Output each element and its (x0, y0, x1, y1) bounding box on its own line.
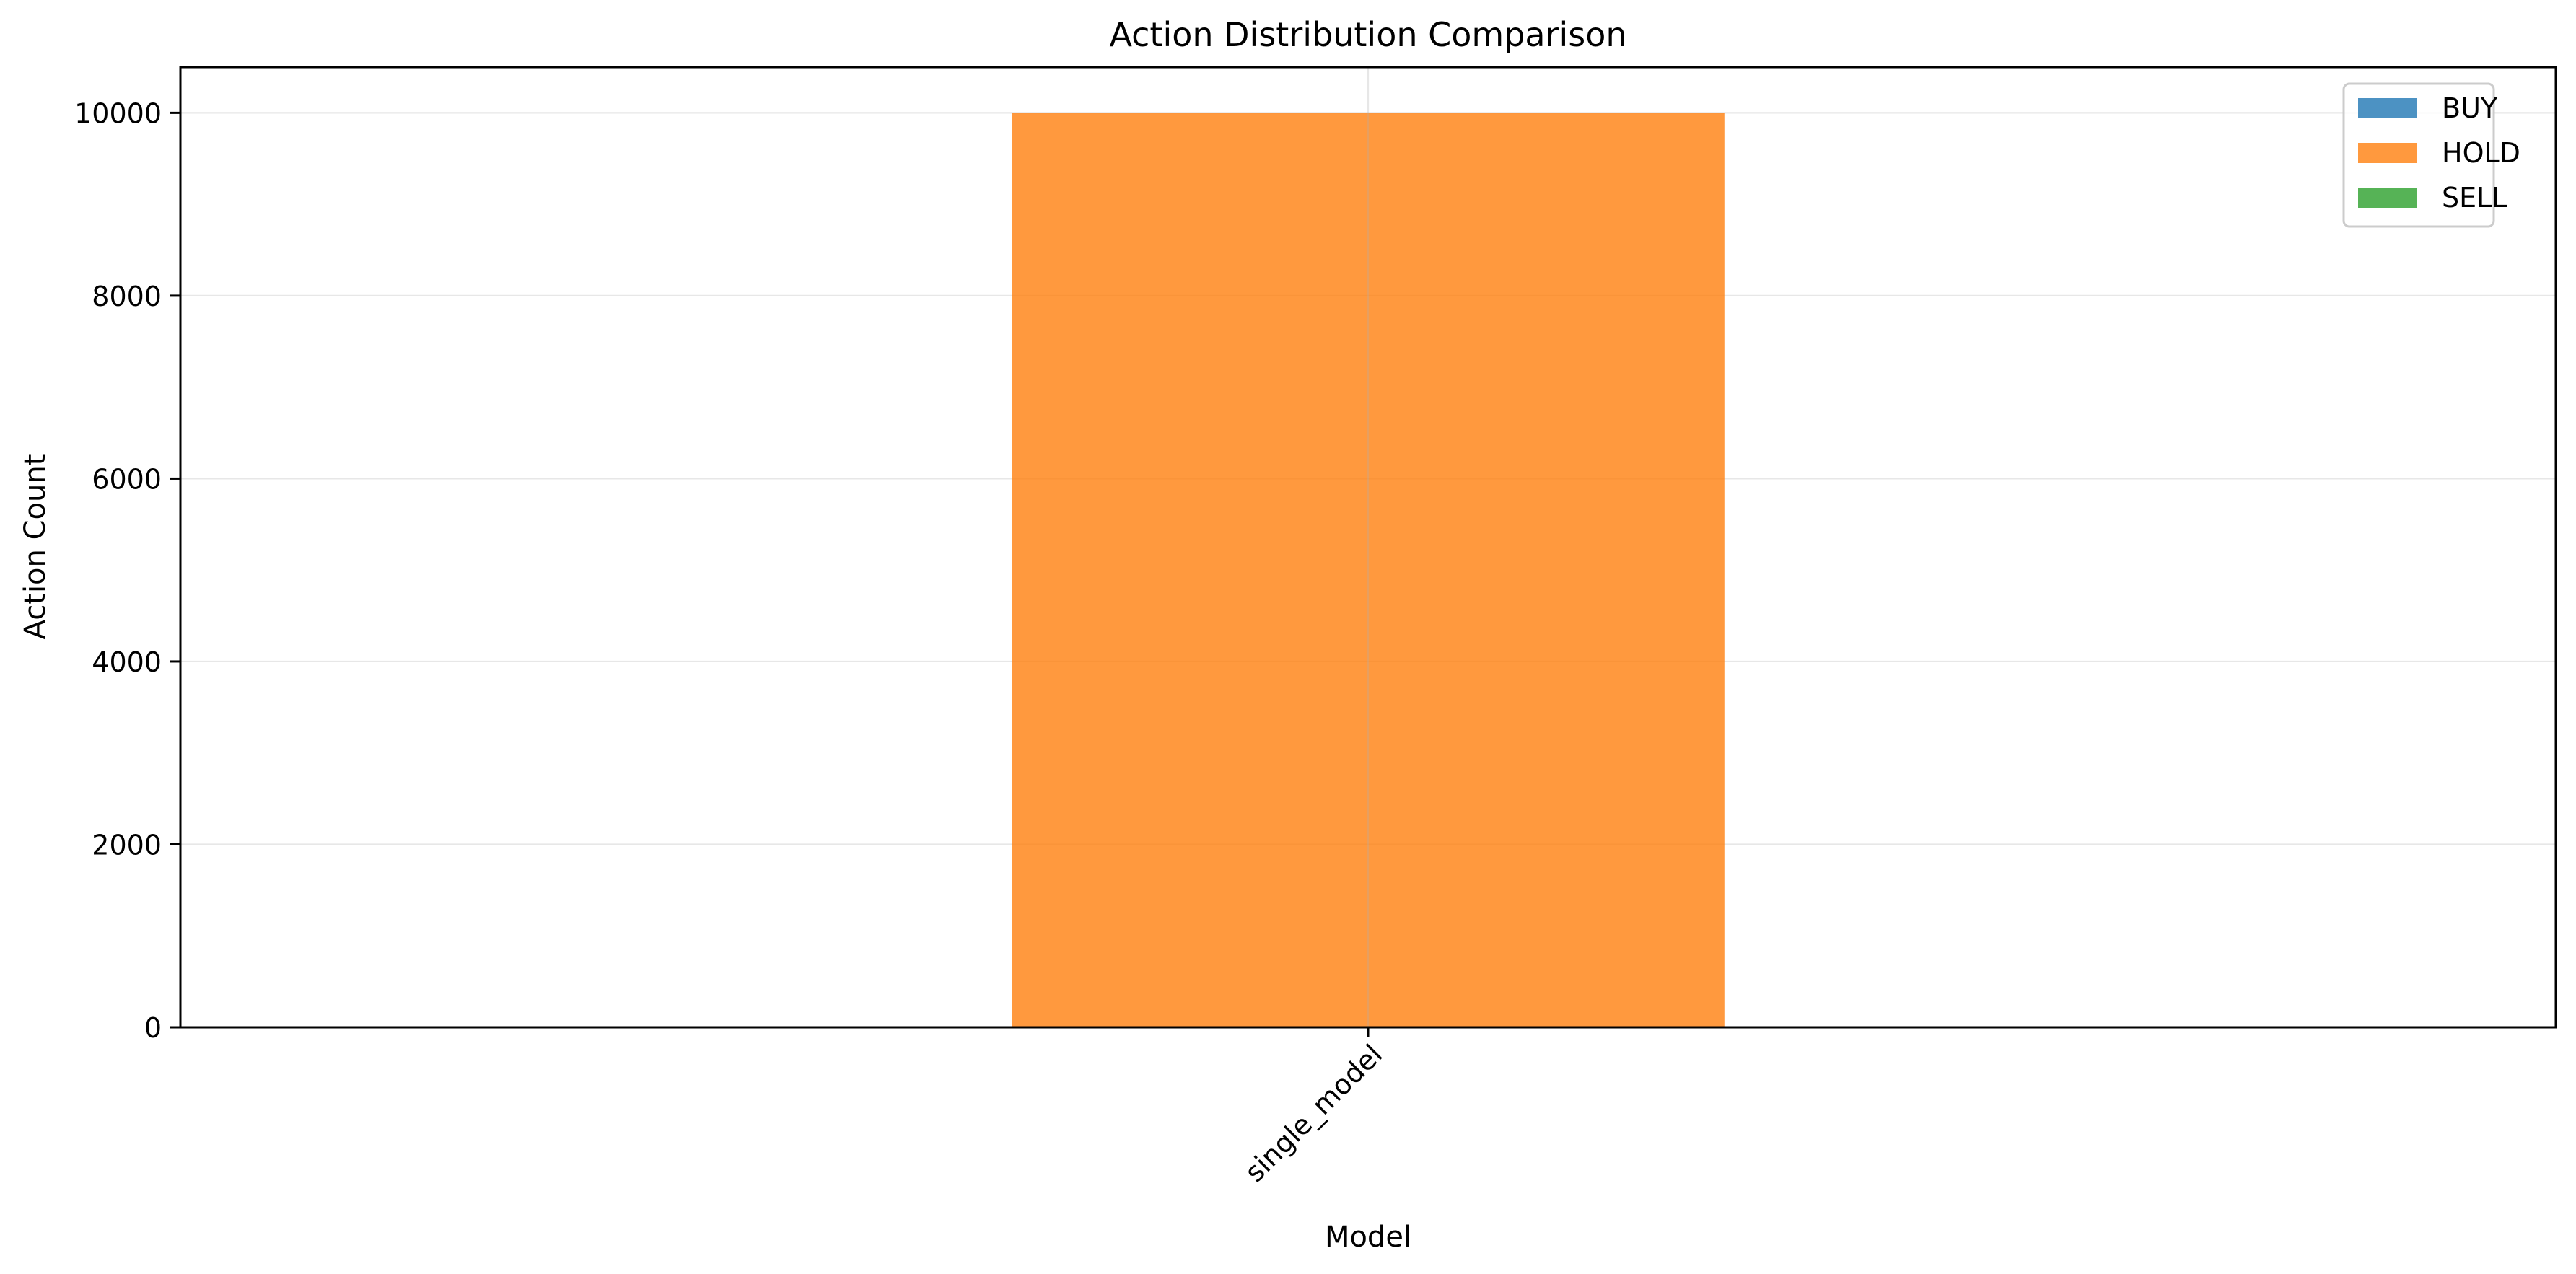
y-tick-label: 10000 (74, 97, 162, 129)
legend-swatch-sell (2358, 188, 2417, 208)
y-tick-label: 6000 (92, 463, 162, 495)
x-axis-label: Model (1325, 1221, 1411, 1254)
y-tick-label: 8000 (92, 281, 162, 312)
legend-label-hold: HOLD (2442, 137, 2520, 169)
bar-hold (1012, 113, 1725, 1027)
legend-label-buy: BUY (2442, 92, 2498, 124)
legend-label-sell: SELL (2442, 182, 2507, 214)
legend: BUY HOLD SELL (2342, 82, 2520, 228)
bars (1012, 113, 1725, 1027)
y-tick-label: 4000 (92, 646, 162, 678)
y-axis-ticks: 0 2000 4000 6000 8000 10000 (74, 97, 180, 1044)
legend-swatch-buy (2358, 98, 2417, 118)
chart-title: Action Distribution Comparison (1109, 15, 1626, 54)
y-axis-label: Action Count (19, 454, 52, 640)
y-tick-label: 0 (144, 1012, 162, 1044)
y-tick-label: 2000 (92, 829, 162, 861)
legend-swatch-hold (2358, 143, 2417, 163)
